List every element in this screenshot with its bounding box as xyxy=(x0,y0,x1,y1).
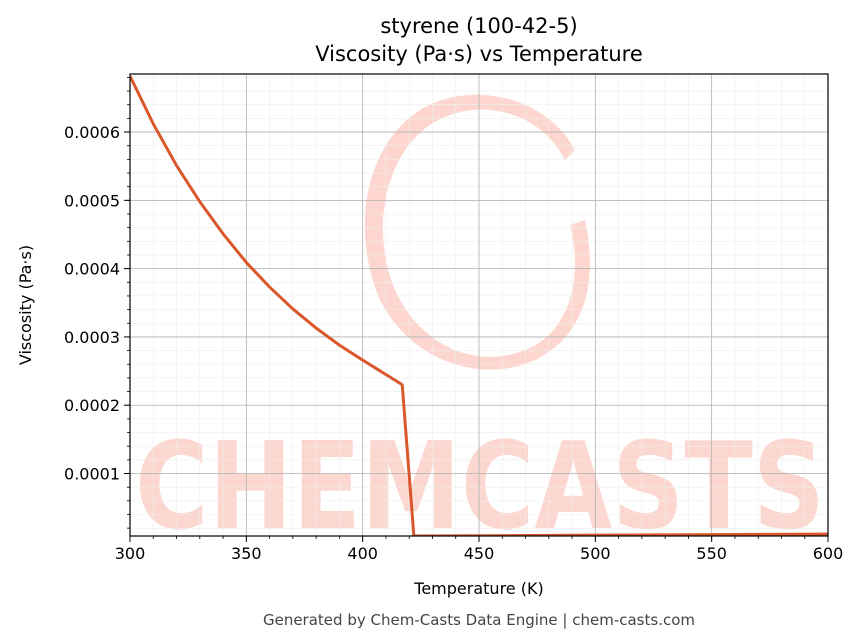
y-tick-label: 0.0006 xyxy=(64,123,120,142)
y-tick-label: 0.0005 xyxy=(64,191,120,210)
x-tick-label: 400 xyxy=(347,544,378,563)
chart-title-line2: Viscosity (Pa·s) vs Temperature xyxy=(315,42,643,66)
x-tick-label: 550 xyxy=(696,544,727,563)
x-tick-label: 500 xyxy=(580,544,611,563)
y-axis-label: Viscosity (Pa·s) xyxy=(16,245,35,365)
y-tick-label: 0.0004 xyxy=(64,260,120,279)
y-tick-label: 0.0003 xyxy=(64,328,120,347)
x-tick-label: 600 xyxy=(813,544,844,563)
x-tick-label: 450 xyxy=(464,544,495,563)
y-tick-label: 0.0002 xyxy=(64,396,120,415)
x-tick-label: 350 xyxy=(231,544,262,563)
chemcasts-watermark: CHEMCASTS xyxy=(135,94,825,557)
chart-title-line1: styrene (100-42-5) xyxy=(380,14,577,38)
x-tick-label: 300 xyxy=(115,544,146,563)
footer-credit: Generated by Chem-Casts Data Engine | ch… xyxy=(263,611,695,629)
y-tick-label: 0.0001 xyxy=(64,465,120,484)
x-axis-label: Temperature (K) xyxy=(413,579,543,598)
ticks-layer: 300 350 400 450 500 550 600 0.0001 0.0002 0.0003 0… xyxy=(64,77,843,563)
watermark-ring-logo xyxy=(364,94,590,370)
